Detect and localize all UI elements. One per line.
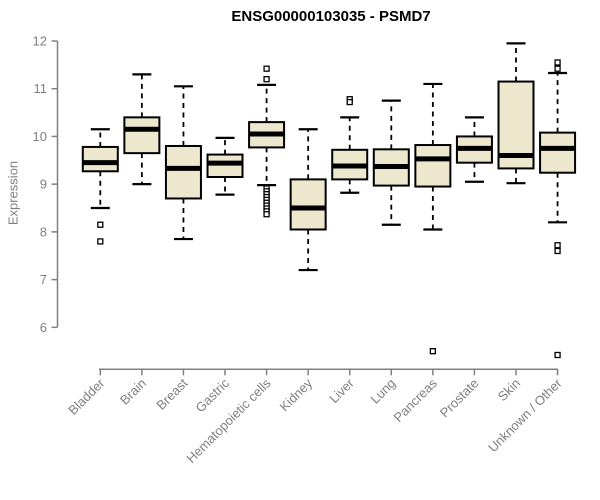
- box: [539, 131, 577, 174]
- box: [289, 178, 327, 231]
- x-tick-label: Unknown / Other: [485, 375, 565, 455]
- x-tick-label: Kidney: [277, 375, 316, 414]
- box: [123, 116, 161, 155]
- x-tick-label: Gastric: [192, 375, 232, 415]
- y-tick-label: 11: [34, 81, 48, 96]
- x-tick-label: Liver: [326, 375, 357, 406]
- x-tick-label: Bladder: [65, 375, 108, 418]
- outlier-point: [554, 65, 561, 72]
- y-tick-label: 10: [33, 129, 47, 144]
- box: [81, 145, 119, 173]
- outlier-point: [97, 238, 104, 245]
- outlier-point: [263, 76, 270, 83]
- outlier-point: [263, 211, 270, 218]
- x-tick-label: Pancreas: [391, 375, 441, 425]
- box: [414, 144, 452, 188]
- outlier-point: [346, 98, 353, 106]
- x-tick-label: Skin: [495, 376, 523, 404]
- outlier-point: [429, 348, 437, 355]
- y-tick-label: 9: [40, 177, 47, 192]
- y-tick-label: 12: [33, 34, 47, 49]
- outlier-point: [554, 242, 561, 249]
- outlier-point: [554, 247, 561, 255]
- outlier-point: [97, 221, 104, 228]
- y-tick-label: 8: [40, 224, 47, 239]
- x-tick-label: Breast: [153, 375, 190, 412]
- x-tick-label: Prostate: [437, 376, 482, 421]
- x-tick-label: Lung: [367, 376, 398, 407]
- x-tick-label: Brain: [117, 376, 149, 408]
- outlier-point: [263, 65, 270, 72]
- box: [164, 144, 202, 200]
- y-tick-label: 7: [40, 272, 47, 287]
- box: [206, 153, 244, 179]
- outlier-point: [554, 59, 561, 66]
- outlier-point: [554, 351, 561, 359]
- y-tick-label: 6: [40, 320, 47, 335]
- chart-title: ENSG00000103035 - PSMD7: [231, 8, 431, 25]
